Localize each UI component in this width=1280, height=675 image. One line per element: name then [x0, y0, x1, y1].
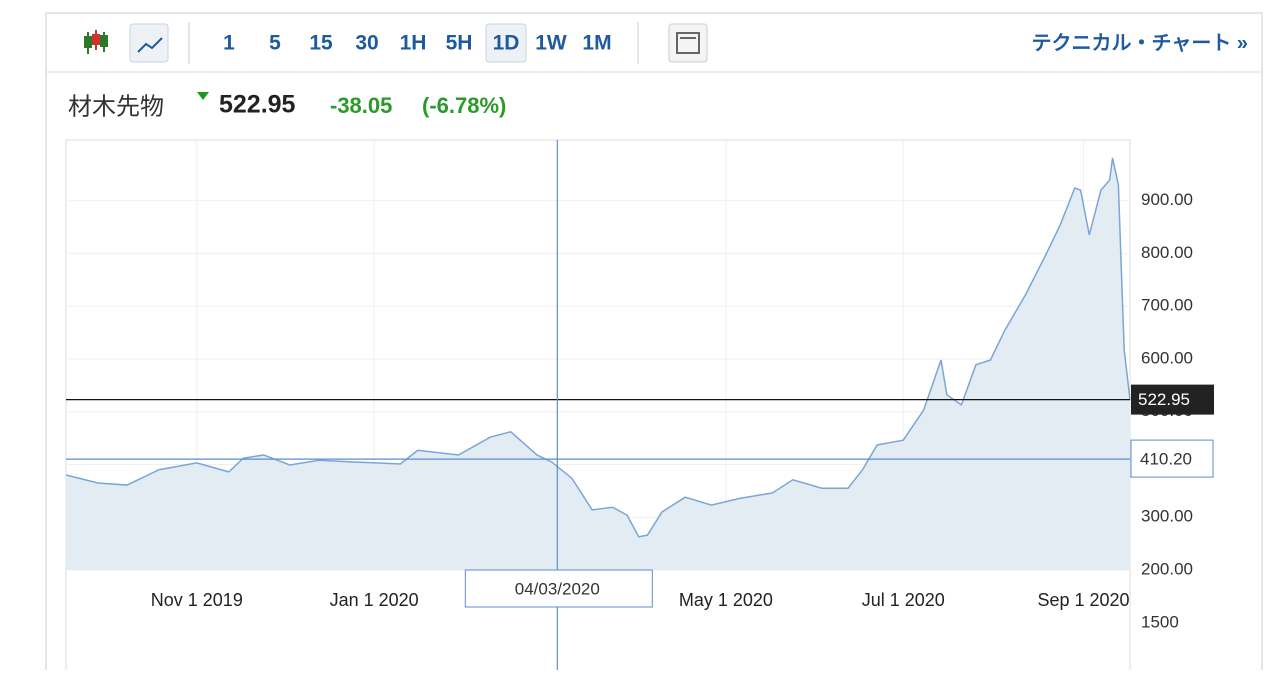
x-tick-label: Sep 1 2020 [1037, 590, 1129, 610]
crosshair-y-box [1130, 439, 1214, 478]
y-tick-label: 700.00 [1141, 296, 1193, 315]
line-chart-button[interactable] [129, 23, 169, 63]
technical-chart-link[interactable]: テクニカル・チャート » [1032, 31, 1248, 54]
interval-button[interactable]: 30 [355, 32, 378, 55]
last-price-box [1131, 384, 1214, 415]
interval-button[interactable]: 1W [535, 32, 567, 55]
area-fill [66, 157, 1130, 570]
y-tick-label: 600.00 [1141, 348, 1193, 367]
y-tick-label: 900.00 [1141, 190, 1193, 209]
x-tick-label: Jul 1 2020 [862, 590, 945, 610]
last-price-label: 522.95 [1138, 390, 1190, 409]
news-icon [676, 32, 700, 54]
y-tick-label: 800.00 [1141, 243, 1193, 262]
change: -38.05 [330, 93, 392, 118]
x-tick-label: Nov 1 2019 [151, 590, 243, 610]
volume-tick-label: 1500 [1141, 612, 1179, 631]
interval-button[interactable]: 1 [223, 32, 235, 55]
crosshair-y-label: 410.20 [1140, 450, 1192, 469]
instrument-name: 材木先物 [68, 93, 164, 120]
change-percent: (-6.78%) [422, 93, 506, 118]
interval-button[interactable]: 1M [582, 32, 611, 55]
y-tick-label: 300.00 [1141, 507, 1193, 526]
interval-button[interactable]: 5H [446, 32, 473, 55]
crosshair-x-label: 04/03/2020 [515, 579, 600, 598]
crosshair-x-box [464, 569, 653, 608]
price: 522.95 [219, 91, 296, 119]
interval-button[interactable]: 1H [400, 32, 427, 55]
price-line [65, 157, 1131, 538]
x-tick-label: Jan 1 2020 [330, 590, 419, 610]
interval-selected [485, 23, 527, 63]
down-arrow [197, 92, 209, 100]
news-button[interactable] [668, 23, 708, 63]
y-tick-label: 200.00 [1141, 559, 1193, 578]
interval-button[interactable]: 15 [309, 32, 333, 55]
x-tick-label: May 1 2020 [679, 590, 773, 610]
candle-icon[interactable] [84, 30, 108, 54]
line-icon [137, 37, 163, 53]
interval-button[interactable]: 1D [493, 32, 520, 55]
interval-button[interactable]: 5 [269, 32, 281, 55]
